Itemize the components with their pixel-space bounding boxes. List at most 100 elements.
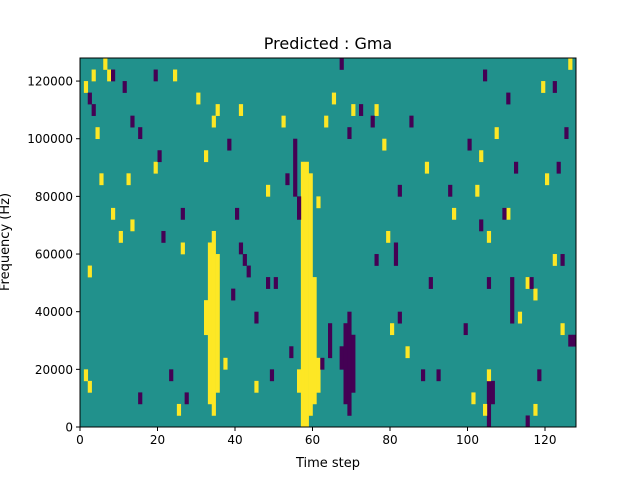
heatmap-cell: [238, 242, 244, 255]
x-axis: 0 20 40 60 80 100 120: [76, 427, 556, 447]
heatmap-cell: [424, 161, 430, 174]
heatmap-cell: [490, 380, 495, 405]
heatmap-cell: [374, 254, 379, 266]
heatmap-cell: [510, 277, 515, 324]
heatmap-cell: [273, 277, 278, 289]
heatmap-cell: [300, 161, 306, 428]
heatmap-cell: [235, 207, 240, 220]
heatmap-cell: [382, 138, 387, 151]
heatmap-cell: [467, 138, 472, 151]
heatmap-cell: [545, 173, 550, 186]
heatmap-cell: [479, 219, 484, 232]
heatmap-cell: [122, 81, 127, 93]
heatmap-cell: [506, 92, 511, 105]
heatmap-cell: [204, 150, 209, 163]
heatmap-cell: [390, 323, 395, 336]
heatmap-cell: [130, 219, 135, 232]
heatmap-cell: [297, 196, 302, 220]
heatmap-cell: [130, 115, 135, 128]
heatmap-cell: [475, 184, 480, 197]
y-tick-label: 80000: [35, 190, 73, 204]
heatmap-cell: [428, 277, 433, 289]
heatmap-cell: [483, 69, 488, 82]
x-tick-label: 20: [150, 433, 165, 447]
heatmap-cell: [289, 346, 294, 359]
heatmap-cell: [196, 92, 201, 105]
heatmap-cell: [157, 150, 162, 163]
heatmap-cell: [227, 138, 232, 151]
heatmap-cell: [231, 288, 236, 301]
heatmap-cell: [215, 254, 220, 393]
heatmap-cell: [436, 369, 441, 382]
heatmap-cell: [351, 334, 356, 393]
heatmap-cell: [560, 323, 565, 336]
heatmap-cell: [293, 138, 298, 197]
heatmap-cell: [560, 254, 565, 266]
heatmap-cell: [448, 184, 453, 197]
heatmap-cell: [304, 161, 309, 428]
heatmap-cell: [316, 357, 321, 393]
heatmap-cell: [91, 69, 96, 82]
heatmap-cell: [269, 369, 275, 382]
x-tick-label: 120: [534, 433, 557, 447]
heatmap-cell: [328, 323, 333, 359]
heatmap-cell: [359, 104, 364, 116]
heatmap-cell: [83, 369, 89, 382]
heatmap-cell: [111, 69, 116, 82]
heatmap-cell: [87, 380, 92, 393]
y-tick-label: 100000: [27, 132, 73, 146]
heatmap-cell: [351, 104, 356, 116]
heatmap-cell: [91, 104, 96, 116]
x-tick-label: 100: [456, 433, 479, 447]
heatmap-cell: [266, 184, 271, 197]
heatmap-cell: [517, 311, 523, 324]
heatmap-cell: [552, 81, 557, 93]
heatmap-cell: [564, 127, 569, 140]
heatmap-cell: [533, 288, 538, 301]
heatmap-cell: [374, 104, 379, 116]
y-tick-label: 40000: [35, 305, 73, 319]
heatmap-cell: [207, 242, 213, 405]
heatmap-cell: [153, 161, 158, 174]
heatmap-cell: [397, 311, 402, 324]
heatmap-cell: [215, 104, 220, 116]
heatmap-cell: [397, 184, 402, 197]
heatmap-cell: [486, 230, 492, 243]
heatmap-cell: [238, 104, 244, 116]
heatmap-cell: [246, 265, 251, 278]
heatmap-cell: [173, 69, 178, 82]
heatmap-cell: [525, 415, 530, 428]
heatmap-cell: [409, 115, 414, 128]
heatmap-cell: [324, 115, 329, 128]
plot-area: [80, 58, 577, 428]
heatmap-cell: [87, 92, 92, 105]
heatmap-cell: [486, 369, 492, 382]
heatmap-cell: [118, 230, 123, 243]
heatmap-cell: [537, 369, 542, 382]
heatmap-cell: [494, 127, 499, 140]
heatmap-cell: [126, 173, 131, 186]
heatmap-cell: [331, 92, 337, 105]
heatmap-cell: [347, 127, 352, 140]
y-axis-label: Frequency (Hz): [0, 193, 13, 291]
heatmap-cell: [486, 277, 492, 289]
heatmap-cell: [370, 115, 375, 128]
y-tick-label: 120000: [27, 75, 73, 89]
heatmap-cell: [180, 207, 185, 220]
heatmap-cell: [541, 81, 546, 93]
chart-title: Predicted : Gma: [264, 34, 392, 53]
heatmap-cell: [281, 115, 286, 128]
heatmap-cell: [514, 161, 519, 174]
heatmap-cell: [556, 161, 561, 174]
heatmap-cell: [285, 173, 290, 186]
heatmap-cell: [568, 58, 573, 70]
heatmap-cell: [471, 392, 476, 405]
heatmap-cell: [405, 346, 410, 359]
heatmap-cell: [308, 173, 313, 416]
heatmap-cell: [211, 115, 216, 128]
heatmap-cell: [421, 369, 426, 382]
heatmap-cell: [529, 277, 534, 289]
heatmap-cell: [138, 392, 143, 405]
heatmap-cell: [254, 311, 259, 324]
